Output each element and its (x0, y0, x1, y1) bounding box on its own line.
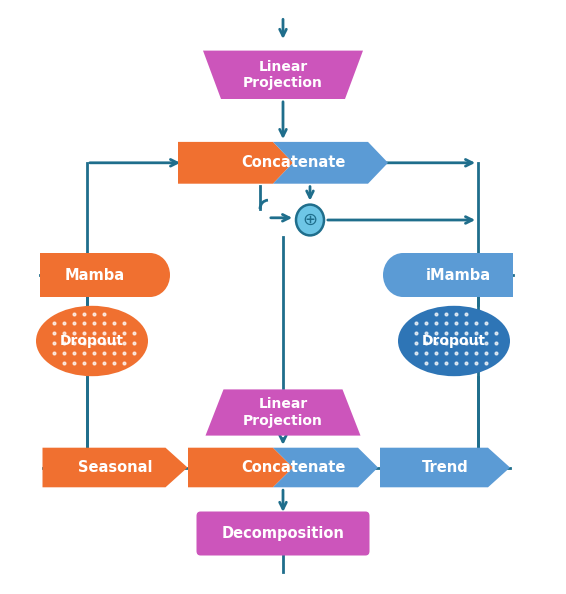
Text: Concatenate: Concatenate (241, 460, 345, 475)
Ellipse shape (130, 253, 170, 297)
Text: $\oplus$: $\oplus$ (302, 211, 318, 229)
Text: Dropout: Dropout (422, 334, 486, 348)
Text: Mamba: Mamba (65, 267, 125, 283)
Text: Dropout: Dropout (60, 334, 124, 348)
Text: Concatenate: Concatenate (241, 155, 345, 170)
Circle shape (296, 204, 324, 235)
Polygon shape (203, 50, 363, 99)
Text: Seasonal: Seasonal (78, 460, 152, 475)
Polygon shape (380, 448, 510, 487)
FancyBboxPatch shape (196, 511, 370, 555)
Text: Linear
Projection: Linear Projection (243, 60, 323, 90)
Bar (403, 253, 513, 297)
Polygon shape (205, 390, 361, 435)
Polygon shape (42, 448, 187, 487)
Text: iMamba: iMamba (426, 267, 491, 283)
Polygon shape (188, 448, 293, 487)
Text: Decomposition: Decomposition (221, 526, 345, 541)
Polygon shape (273, 142, 388, 184)
Ellipse shape (36, 306, 148, 376)
Polygon shape (178, 142, 293, 184)
Text: Linear
Projection: Linear Projection (243, 397, 323, 428)
Bar (40, 253, 150, 297)
Polygon shape (273, 448, 378, 487)
Ellipse shape (398, 306, 510, 376)
Ellipse shape (383, 253, 423, 297)
Text: Trend: Trend (422, 460, 469, 475)
